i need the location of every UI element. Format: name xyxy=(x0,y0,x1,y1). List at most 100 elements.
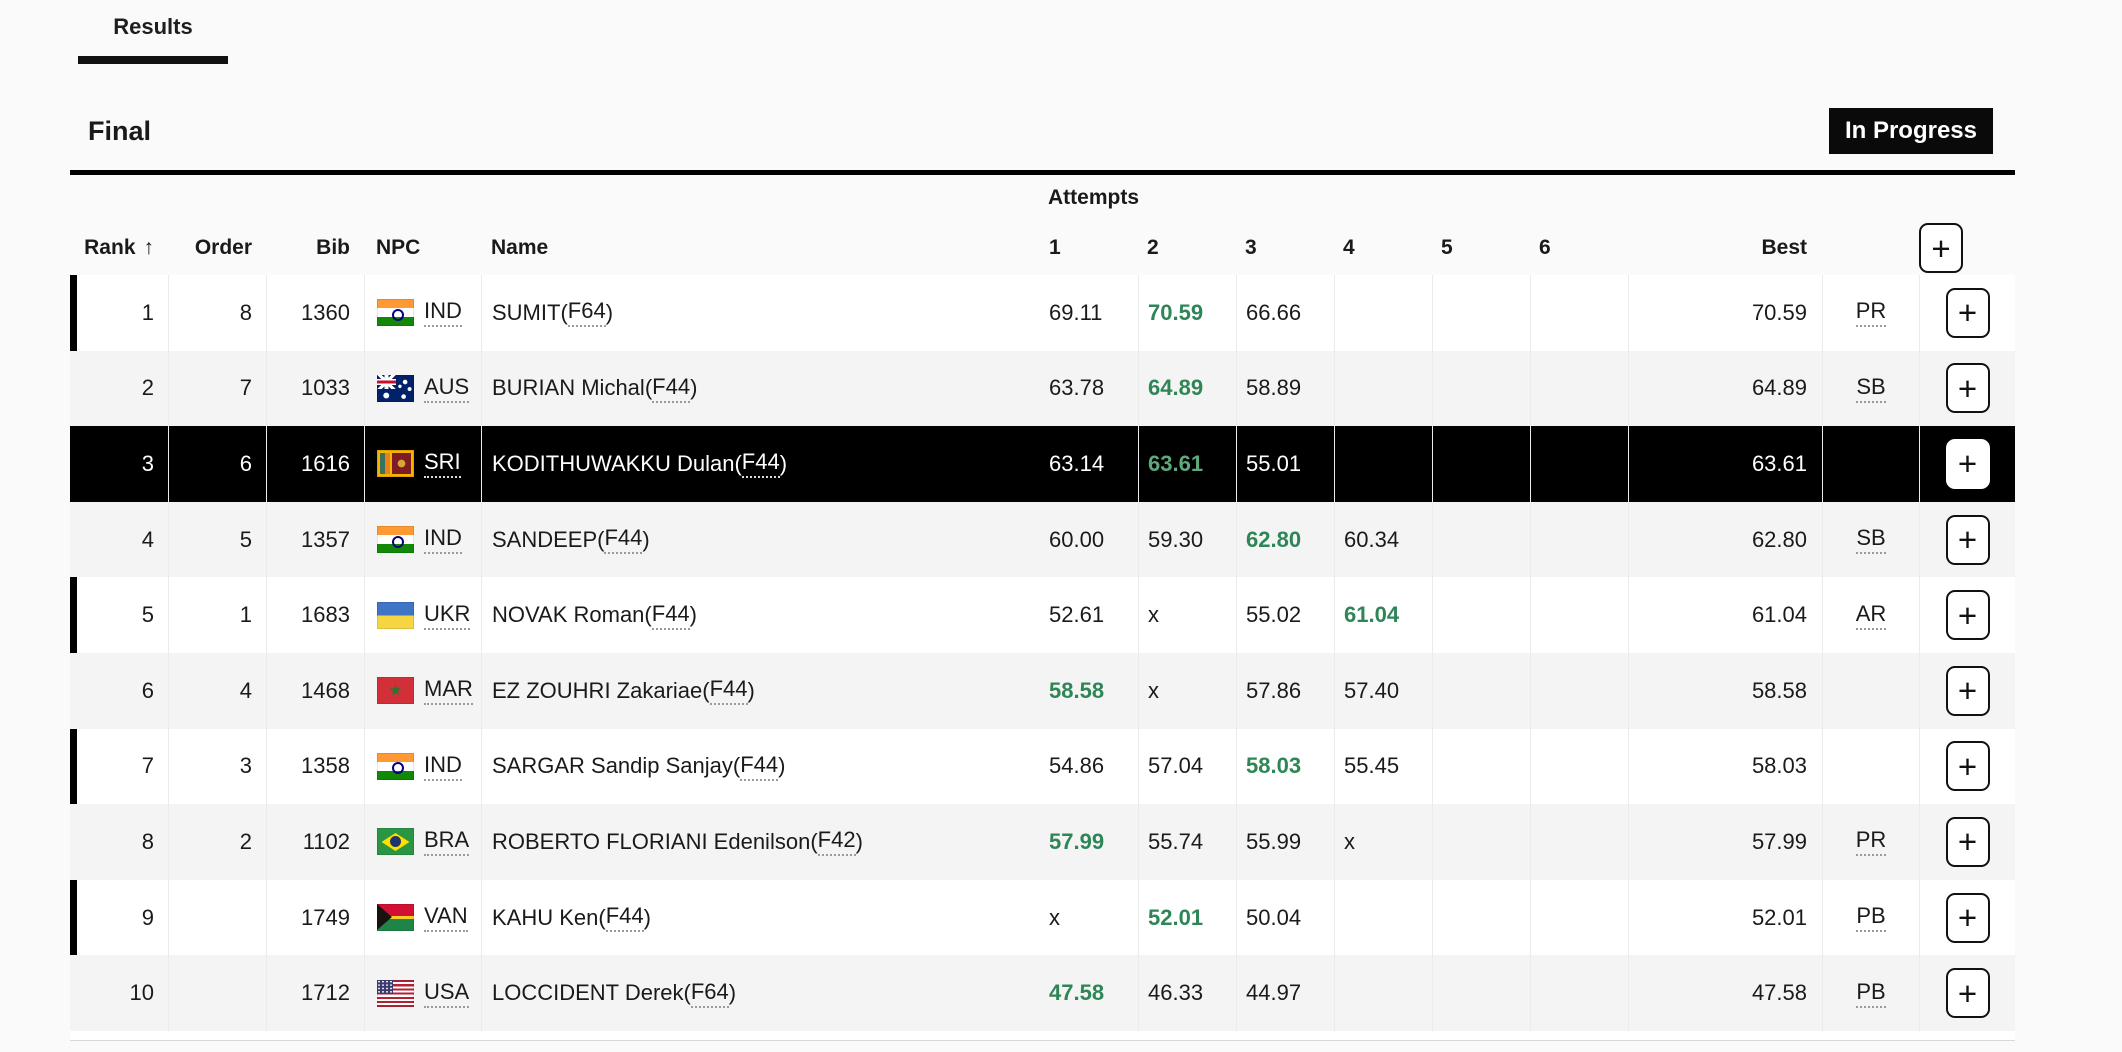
npc-cell: USA xyxy=(364,955,481,1031)
best-cell: 58.03 xyxy=(1628,728,1822,805)
add-row-button[interactable]: + xyxy=(1945,665,1990,716)
sport-class: F44 xyxy=(709,676,748,706)
attempt-cell: 52.01 xyxy=(1138,879,1236,956)
column-header-attempt-5[interactable]: 5 xyxy=(1441,236,1453,259)
record-badge: PR xyxy=(1855,827,1887,857)
attempt-cell xyxy=(1432,426,1530,502)
npc-code: USA xyxy=(424,979,470,1008)
table-row[interactable]: 7 3 1358 IND SARGAR Sandip Sanjay (F44) … xyxy=(70,728,2015,805)
column-header-name[interactable]: Name xyxy=(491,236,549,259)
table-row[interactable]: 3 6 1616 SRI KODITHUWAKKU Dulan (F44) 63… xyxy=(70,426,2015,502)
order-cell xyxy=(168,955,266,1031)
record-note-cell: SB xyxy=(1822,501,1919,578)
npc-code: UKR xyxy=(424,601,471,630)
table-row[interactable]: 5 1 1683 UKR NOVAK Roman (F44) 52.61 x 55.… xyxy=(70,577,2015,653)
attempt-cell: x xyxy=(1049,904,1060,930)
tab-results[interactable]: Results xyxy=(78,6,228,64)
rank-cell: 6 xyxy=(141,677,154,703)
table-row[interactable]: 10 1712 USA LOCCIDENT Derek (F64) 47.58 4… xyxy=(70,955,2015,1031)
add-cell: + xyxy=(1919,728,2015,805)
column-header-attempt-1[interactable]: 1 xyxy=(1049,236,1061,259)
name-cell: KODITHUWAKKU Dulan (F44) xyxy=(481,426,1040,502)
attempt-cell: 59.30 xyxy=(1138,501,1236,578)
name-cell: BURIAN Michal (F44) xyxy=(481,350,1040,427)
attempt-cell xyxy=(1334,275,1432,351)
record-note-cell: PB xyxy=(1822,955,1919,1031)
npc-code: IND xyxy=(424,525,462,555)
rank-cell: 9 xyxy=(141,904,154,930)
class-open-paren: ( xyxy=(683,980,691,1006)
record-note-cell xyxy=(1822,652,1919,729)
column-header-rank[interactable]: Rank ↑ xyxy=(70,236,168,260)
record-note-cell xyxy=(1822,728,1919,805)
column-header-npc[interactable]: NPC xyxy=(376,236,421,259)
add-row-button[interactable]: + xyxy=(1945,968,1990,1019)
rank-cell: 7 xyxy=(141,753,154,779)
add-row-button[interactable]: + xyxy=(1945,287,1990,338)
rank-cell: 1 xyxy=(141,299,154,325)
add-row-button[interactable]: + xyxy=(1945,514,1990,565)
npc-cell: MAR xyxy=(364,652,481,729)
column-header-attempt-2[interactable]: 2 xyxy=(1147,236,1159,259)
class-open-paren: ( xyxy=(644,602,652,628)
column-header-attempt-6[interactable]: 6 xyxy=(1539,236,1551,259)
record-note-cell xyxy=(1822,426,1919,502)
record-badge: PB xyxy=(1856,903,1886,933)
attempt-cell: 58.03 xyxy=(1236,728,1334,805)
add-cell: + xyxy=(1919,652,2015,729)
add-column-button[interactable]: + xyxy=(1919,223,1963,273)
class-close-paren: ) xyxy=(728,980,737,1006)
attempt-cell xyxy=(1530,275,1628,351)
column-header-order[interactable]: Order xyxy=(194,236,252,259)
record-badge: PR xyxy=(1855,298,1887,328)
npc-cell: AUS xyxy=(364,350,481,427)
record-badge: SB xyxy=(1856,525,1886,555)
class-close-paren: ) xyxy=(690,375,698,401)
bib-cell: 1616 xyxy=(266,426,364,502)
sport-class: F44 xyxy=(652,374,691,403)
table-row[interactable]: 8 2 1102 BRA ROBERTO FLORIANI Edenilson … xyxy=(70,804,2015,880)
npc-code: MAR xyxy=(424,676,473,706)
add-row-button[interactable]: + xyxy=(1945,590,1990,641)
bib-cell: 1357 xyxy=(266,501,364,578)
page-title: Final xyxy=(88,115,152,146)
attempts-group-header: Attempts xyxy=(1048,186,1140,209)
table-row[interactable]: 4 5 1357 IND SANDEEP (F44) 60.00 59.30 62.… xyxy=(70,501,2015,578)
add-row-button[interactable]: + xyxy=(1945,816,1990,867)
add-row-button[interactable]: + xyxy=(1945,892,1990,943)
npc-code: IND xyxy=(424,752,462,781)
column-header-attempt-4[interactable]: 4 xyxy=(1343,236,1355,259)
class-open-paren: ( xyxy=(598,904,606,930)
name-cell: SARGAR Sandip Sanjay (F44) xyxy=(481,728,1040,805)
class-open-paren: ( xyxy=(810,828,818,854)
attempt-cell: 64.89 xyxy=(1138,350,1236,427)
record-note-cell: SB xyxy=(1822,350,1919,427)
attempt-cell: x xyxy=(1334,804,1432,880)
attempt-cell xyxy=(1432,275,1530,351)
attempt-cell xyxy=(1432,955,1530,1031)
attempt-cell: x xyxy=(1138,652,1236,729)
attempt-cell xyxy=(1530,804,1628,880)
best-cell: 63.61 xyxy=(1628,426,1822,502)
table-row[interactable]: 6 4 1468 MAR EZ ZOUHRI Zakariae (F44) 58… xyxy=(70,652,2015,729)
best-cell: 57.99 xyxy=(1628,804,1822,880)
attempt-cell xyxy=(1432,501,1530,578)
sport-class: F44 xyxy=(740,752,779,781)
table-row[interactable]: 2 7 1033 AUS BURIAN Michal (F44) 63.78 64… xyxy=(70,350,2015,427)
flag-icon-ind xyxy=(377,299,414,327)
add-row-button[interactable]: + xyxy=(1945,741,1990,792)
add-row-button[interactable]: + xyxy=(1945,438,1990,489)
rank-cell: 2 xyxy=(141,375,154,401)
attempt-cell: 61.04 xyxy=(1334,577,1432,653)
column-header-attempt-3[interactable]: 3 xyxy=(1245,236,1257,259)
table-row[interactable]: 9 1749 VAN KAHU Ken (F44) x 52.01 50.04 52… xyxy=(70,879,2015,956)
column-header-bib[interactable]: Bib xyxy=(316,236,350,259)
column-header-best[interactable]: Best xyxy=(1761,236,1807,259)
add-row-button[interactable]: + xyxy=(1945,363,1990,414)
flag-icon-ukr xyxy=(377,601,414,629)
attempt-cell xyxy=(1530,501,1628,578)
add-cell: + xyxy=(1919,955,2015,1031)
table-row[interactable]: 1 8 1360 IND SUMIT (F64) 69.11 70.59 66.66… xyxy=(70,275,2015,351)
order-cell: 1 xyxy=(168,577,266,653)
class-open-paren: ( xyxy=(644,375,653,401)
